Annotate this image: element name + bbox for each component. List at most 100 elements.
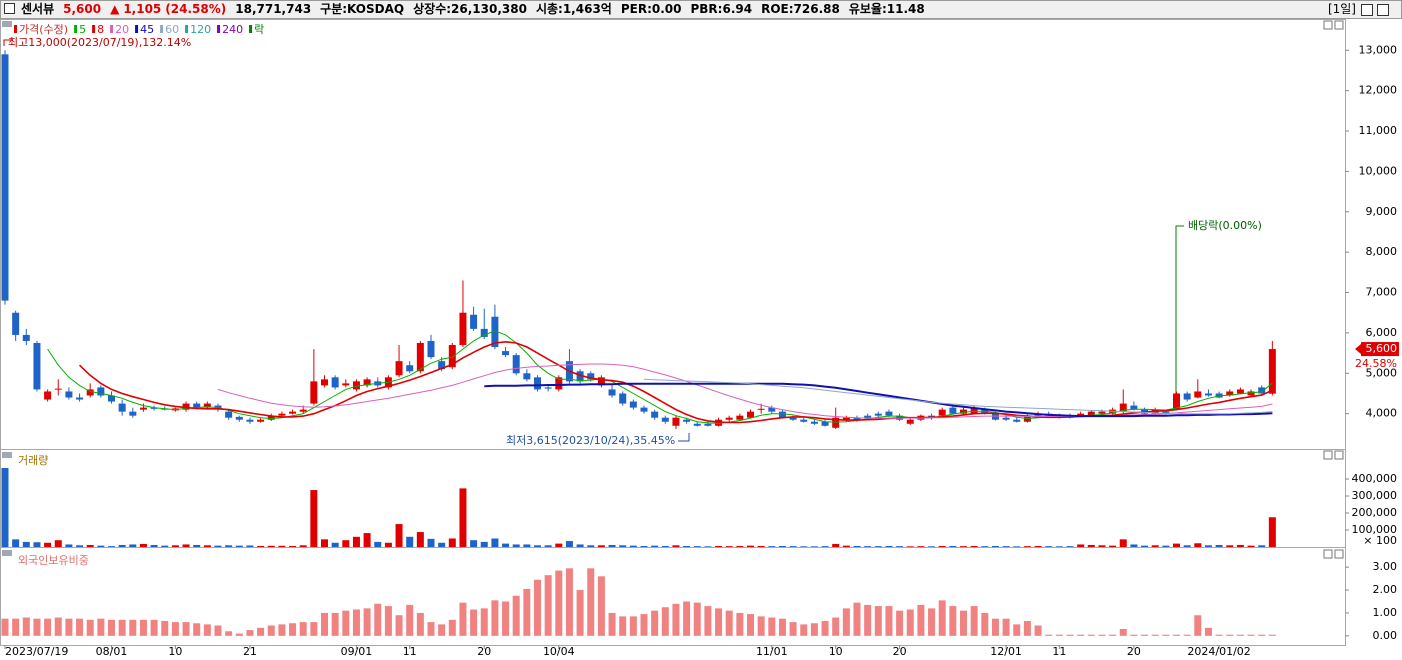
candle-body	[938, 409, 946, 416]
foreign-bar	[778, 618, 786, 636]
restore-button[interactable]	[1361, 4, 1373, 16]
volume-bar	[193, 544, 201, 547]
foreign-bar	[704, 606, 712, 636]
candle-body	[906, 419, 914, 424]
volume-bar	[246, 545, 254, 547]
legend-swatch	[110, 25, 114, 33]
candle-body	[395, 361, 403, 376]
panel-icon[interactable]	[2, 550, 12, 556]
volume-bar	[267, 545, 275, 547]
volume-bar	[1215, 544, 1223, 547]
panel-button[interactable]	[1334, 549, 1344, 559]
foreign-bar	[118, 619, 126, 636]
panel-icon[interactable]	[2, 21, 12, 27]
foreign-bar	[1098, 634, 1106, 636]
volume-panel	[0, 449, 1346, 548]
foreign-bar	[1268, 634, 1276, 636]
close-button[interactable]	[1377, 4, 1389, 16]
foreign-bar	[917, 604, 925, 636]
volume-bar	[523, 544, 531, 547]
pbr: PBR:6.94	[690, 2, 753, 16]
candle-body	[800, 419, 808, 422]
candle-body	[363, 379, 371, 386]
period[interactable]: [1일]	[1327, 2, 1356, 16]
foreign-bar	[1002, 618, 1010, 636]
volume-bar	[182, 544, 190, 547]
foreign-bar	[544, 575, 552, 636]
foreign-bar	[938, 600, 946, 636]
foreign-bar	[1183, 634, 1191, 636]
foreign-bar	[874, 606, 882, 636]
volume-bar	[97, 545, 105, 547]
panel-button[interactable]	[1323, 549, 1333, 559]
y-tick-label: 200,000	[1352, 506, 1398, 519]
price-tag-label: 5,600	[1366, 342, 1398, 355]
volume-bar	[768, 546, 776, 547]
volume-bar	[1098, 545, 1106, 547]
volume-bar	[86, 544, 94, 547]
foreign-bar	[842, 608, 850, 636]
legend-swatch	[74, 25, 78, 33]
foreign-bar	[363, 608, 371, 636]
volume-bar	[672, 545, 680, 547]
foreign-bar	[534, 579, 541, 636]
x-tick-label: 2023/07/19	[5, 645, 68, 658]
foreign-bar	[1247, 634, 1255, 636]
panel-button[interactable]	[1323, 20, 1333, 30]
volume-bar	[1162, 545, 1170, 547]
candle-body	[1247, 391, 1255, 396]
stock-name: 센서뷰	[21, 2, 55, 16]
high-note: 최고13,000(2023/07/19),132.14%	[8, 36, 191, 49]
x-tick-label: 11	[403, 645, 417, 658]
candle-body	[235, 416, 243, 420]
candle-body	[661, 417, 669, 422]
candle-body	[299, 409, 307, 412]
foreign-bar	[949, 606, 957, 636]
price-pointer	[1355, 344, 1361, 355]
candle-body	[331, 377, 339, 388]
candle-body	[619, 393, 627, 404]
candle-body	[182, 403, 190, 410]
x-tick-label: 2024/01/02	[1187, 645, 1250, 658]
volume-bar	[896, 546, 904, 547]
volume-bar	[1087, 544, 1095, 547]
volume-bar	[747, 545, 754, 547]
candle-body	[44, 391, 52, 400]
volume-bar	[1173, 543, 1180, 547]
foreign-bar	[715, 608, 723, 636]
volume-bar	[1183, 545, 1191, 547]
foreign-bar	[76, 618, 84, 636]
panel-icon[interactable]	[2, 452, 12, 458]
per: PER:0.00	[620, 2, 682, 16]
panel-frames	[0, 19, 1346, 646]
panel-button[interactable]	[1334, 20, 1344, 30]
foreign-bar	[480, 608, 488, 636]
x-tick-label: 20	[893, 645, 907, 658]
x-tick-label: 21	[243, 645, 257, 658]
checkbox[interactable]	[4, 3, 15, 14]
candle-body	[1183, 393, 1191, 400]
foreign-bar	[1173, 634, 1180, 636]
foreign-bar	[299, 622, 307, 636]
volume-bar	[725, 546, 733, 547]
panel-button[interactable]	[1334, 450, 1344, 460]
candle-body	[225, 411, 233, 418]
volume-bar	[1151, 545, 1159, 547]
volume-bar	[810, 546, 818, 547]
arrow: ▲	[110, 2, 120, 16]
foreign-bar	[725, 610, 733, 636]
foreign-bar	[406, 604, 414, 636]
y-tick-label: 7,000	[1366, 286, 1398, 299]
foreign-bar	[736, 612, 744, 636]
volume-bar	[821, 546, 829, 547]
y-tick-label: 400,000	[1352, 472, 1398, 485]
volume-bar	[470, 540, 478, 547]
volume-bar	[1258, 545, 1266, 547]
candle-body	[736, 415, 744, 420]
volume-bar	[512, 544, 520, 547]
volume-bar	[491, 538, 499, 547]
panel-button[interactable]	[1323, 450, 1333, 460]
candle-body	[427, 340, 435, 358]
candle-body	[86, 389, 94, 396]
foreign-bar	[1194, 615, 1202, 636]
